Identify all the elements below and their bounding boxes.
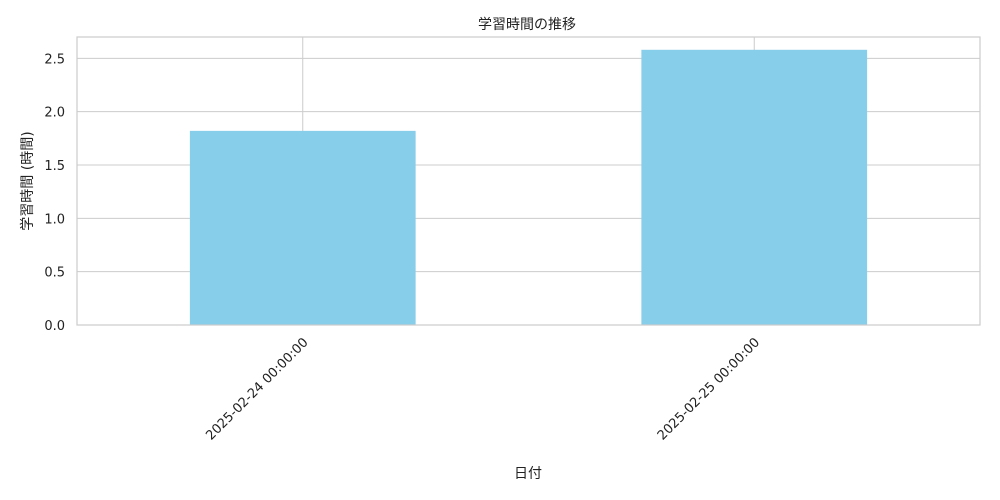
- y-axis-label: 学習時間 (時間): [20, 131, 36, 230]
- x-tick-label: 2025-02-25 00:00:00: [655, 335, 763, 443]
- bar: [189, 130, 416, 325]
- y-tick-label: 0.5: [44, 266, 65, 281]
- y-tick-label: 2.0: [44, 106, 65, 121]
- y-tick-label: 0.0: [44, 319, 65, 334]
- x-tick-labels: 2025-02-24 00:00:00 2025-02-25 00:00:00: [203, 335, 763, 443]
- chart-title: 学習時間の推移: [478, 17, 576, 33]
- bar-layer: [189, 49, 868, 326]
- y-tick-label: 1.0: [44, 212, 65, 227]
- x-axis-label: 日付: [514, 466, 542, 482]
- x-tick-label: 2025-02-24 00:00:00: [203, 335, 311, 443]
- bar: [641, 49, 868, 326]
- y-tick-label: 2.5: [44, 52, 65, 67]
- y-tick-labels: 0.0 0.5 1.0 1.5 2.0 2.5: [44, 52, 65, 334]
- y-tick-label: 1.5: [44, 159, 65, 174]
- plot-frame: [76, 36, 981, 326]
